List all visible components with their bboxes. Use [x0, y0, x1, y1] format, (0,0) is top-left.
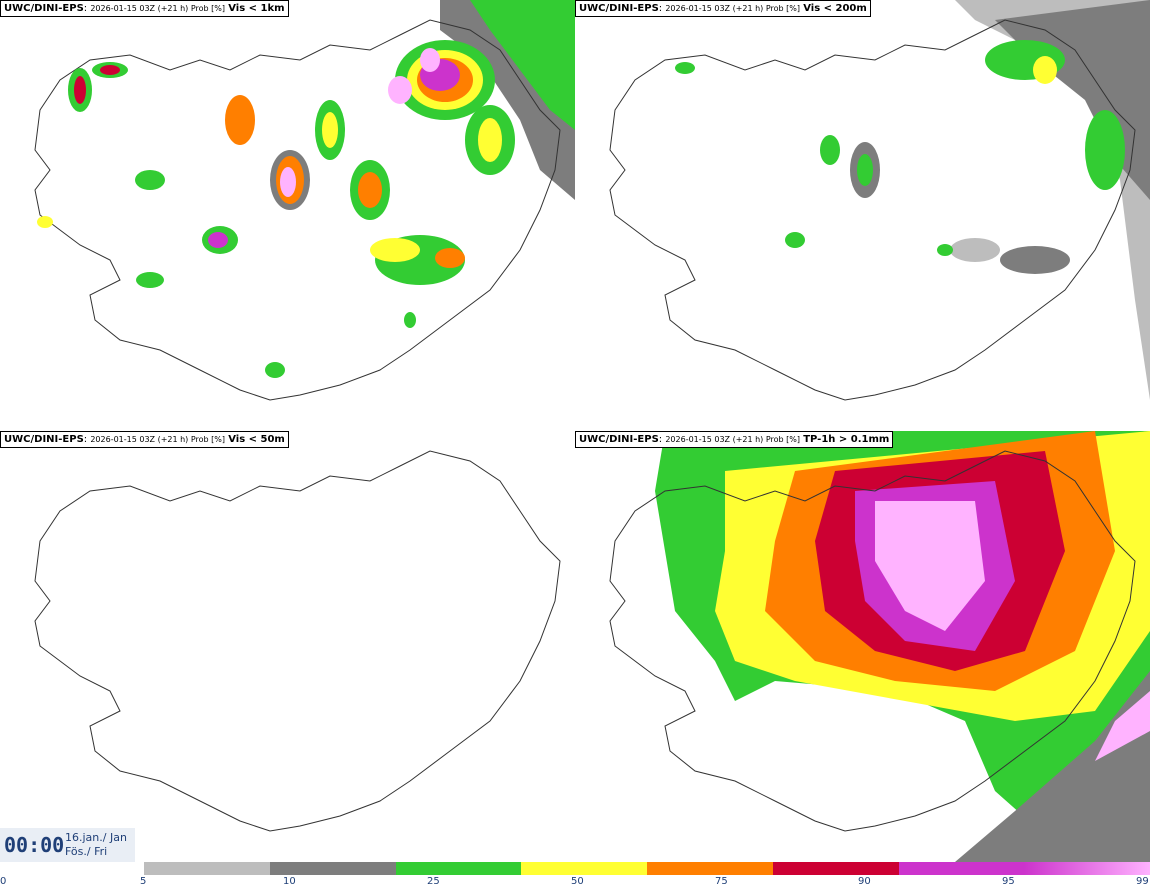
map-canvas [34, 450, 561, 832]
map-panel-vis-50m: UWC/DINI-EPS: 2026-01-15 03Z (+21 h) Pro… [0, 431, 575, 862]
valid-time-box: 00:00 16.jan./ Jan Fös./ Fri [0, 828, 135, 862]
panel-title: UWC/DINI-EPS: 2026-01-15 03Z (+21 h) Pro… [575, 431, 894, 448]
legend-tick-label: 5 [140, 876, 147, 887]
legend-swatch [647, 862, 774, 875]
legend-swatch [269, 862, 396, 875]
legend-swatch [898, 862, 1025, 875]
legend-swatch [144, 862, 271, 875]
probability-field [37, 40, 515, 378]
map-panel-precip: UWC/DINI-EPS: 2026-01-15 03Z (+21 h) Pro… [575, 431, 1150, 862]
map-canvas [609, 431, 1150, 862]
map-panel-vis-1km: UWC/DINI-EPS: 2026-01-15 03Z (+21 h) Pro… [0, 0, 575, 431]
map-canvas [609, 0, 1150, 401]
panel-title: UWC/DINI-EPS: 2026-01-15 03Z (+21 h) Pro… [0, 431, 289, 448]
legend-tick-label: 90 [858, 876, 871, 887]
panel-title: UWC/DINI-EPS: 2026-01-15 03Z (+21 h) Pro… [575, 0, 871, 17]
legend-tick-label: 99 [1136, 876, 1149, 887]
legend-swatch [772, 862, 899, 875]
map-canvas [34, 0, 575, 401]
legend-swatch [521, 862, 648, 875]
legend-tick-label: 50 [571, 876, 584, 887]
legend-swatch [1024, 862, 1150, 875]
legend-tick-label: 10 [283, 876, 296, 887]
legend-ticks: 0 5 10 25 50 75 90 95 99 [0, 876, 1150, 890]
legend-tick-label: 95 [1002, 876, 1015, 887]
map-panel-vis-200m: UWC/DINI-EPS: 2026-01-15 03Z (+21 h) Pro… [575, 0, 1150, 431]
panel-title: UWC/DINI-EPS: 2026-01-15 03Z (+21 h) Pro… [0, 0, 289, 17]
legend-tick-label: 25 [427, 876, 440, 887]
valid-time-clock: 00:00 [4, 833, 65, 857]
probability-field [675, 40, 1125, 274]
legend-swatch [395, 862, 522, 875]
color-legend [144, 862, 1150, 875]
legend-tick-label: 0 [0, 876, 7, 887]
legend-tick-label: 75 [715, 876, 728, 887]
valid-time-date: 16.jan./ Jan Fös./ Fri [65, 831, 127, 858]
